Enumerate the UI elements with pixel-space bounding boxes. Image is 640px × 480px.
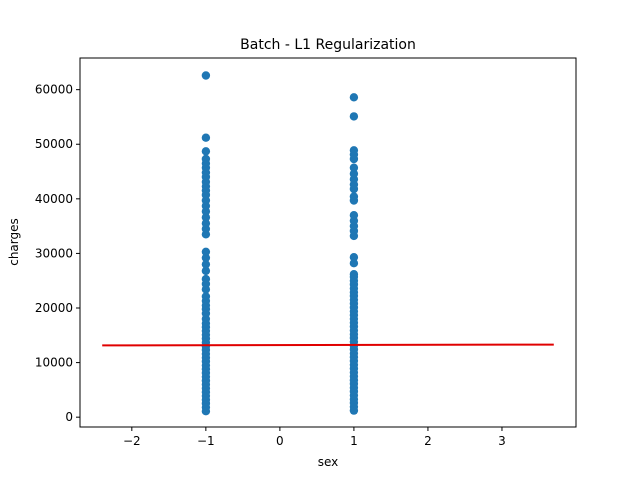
- data-point: [201, 274, 211, 284]
- data-point: [201, 147, 211, 156]
- y-tick-label: 30000: [35, 246, 73, 260]
- data-point: [201, 247, 211, 256]
- data-point: [201, 71, 211, 80]
- x-tick-label: 3: [498, 434, 506, 448]
- axes-frame: [79, 57, 577, 428]
- x-tick-label: −2: [123, 434, 141, 448]
- y-tick-label: 20000: [35, 301, 73, 315]
- data-point: [349, 93, 359, 102]
- data-point: [201, 219, 211, 228]
- x-tick-label: 2: [424, 434, 432, 448]
- y-axis-label: charges: [7, 218, 21, 266]
- data-point: [201, 260, 211, 269]
- x-tick-label: 0: [276, 434, 284, 448]
- x-axis-label: sex: [318, 455, 339, 469]
- regression-line: [102, 343, 554, 347]
- x-tick-label: −1: [197, 434, 215, 448]
- data-point: [201, 154, 211, 164]
- y-tick-label: 0: [65, 410, 73, 424]
- y-tick-label: 50000: [35, 137, 73, 151]
- data-point: [349, 192, 359, 201]
- plot-area: [102, 71, 554, 416]
- data-point: [349, 163, 359, 172]
- y-tick-label: 60000: [35, 83, 73, 97]
- data-point: [349, 169, 359, 178]
- data-point: [201, 253, 211, 262]
- y-tick-label: 40000: [35, 192, 73, 206]
- data-point: [349, 211, 359, 220]
- x-axis: −2 −1 0 1 2 3: [123, 427, 506, 448]
- data-point: [349, 253, 359, 262]
- data-point: [201, 292, 211, 301]
- chart-title: Batch - L1 Regularization: [240, 37, 416, 53]
- data-point: [201, 133, 211, 142]
- data-point: [201, 266, 211, 276]
- data-point: [349, 270, 359, 279]
- data-point: [349, 259, 359, 268]
- y-tick-label: 10000: [35, 356, 73, 370]
- data-point: [349, 112, 359, 121]
- x-tick-label: 1: [350, 434, 358, 448]
- data-point: [349, 146, 359, 155]
- y-axis: 0 10000 20000 30000 40000 50000 60000: [35, 83, 80, 424]
- data-point: [201, 213, 211, 222]
